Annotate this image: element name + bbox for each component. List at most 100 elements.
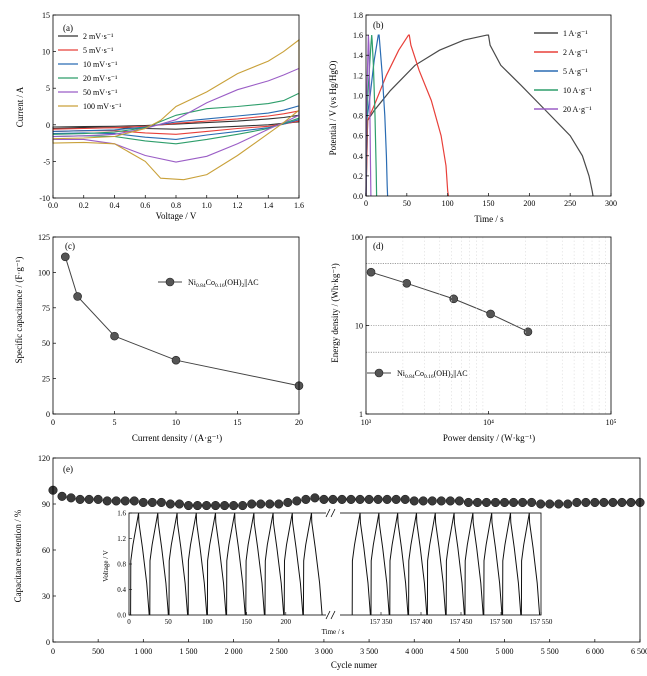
inset-gcd-late-cycles xyxy=(351,512,541,616)
legend-label: 5 A·g⁻¹ xyxy=(563,67,588,76)
capacitance-point xyxy=(73,292,82,301)
panel-c-specific-capacitance: 0 5 10 15 20 0 25 50 75 100 125 (c) Current densit… xyxy=(14,233,304,443)
panel-c-axes: 0 5 10 15 20 0 25 50 75 100 125 xyxy=(38,233,303,427)
x-tick-label: 300 xyxy=(605,199,617,208)
axis-break-gap-top xyxy=(326,510,340,518)
retention-point xyxy=(590,497,600,508)
y-tick-label: 100 xyxy=(38,268,50,277)
retention-point xyxy=(427,496,437,506)
retention-point xyxy=(527,497,537,508)
legend-label: 10 A·g⁻¹ xyxy=(563,86,592,95)
x-tick-label: 100 xyxy=(442,199,454,208)
inset-x-tick-label: 157 350 xyxy=(370,618,393,626)
x-tick-label: 0.6 xyxy=(140,201,150,210)
retention-point xyxy=(337,494,347,504)
capacitance-point xyxy=(61,252,70,262)
retention-point xyxy=(472,497,482,508)
retention-point xyxy=(57,491,67,501)
inset-x-tick-label: 100 xyxy=(202,618,213,626)
y-tick-label: 120 xyxy=(38,454,50,463)
y-tick-label: 0 xyxy=(46,121,50,130)
panel-a-xlabel: Voltage / V xyxy=(156,211,197,221)
retention-point xyxy=(617,497,627,508)
retention-point xyxy=(66,493,76,503)
retention-point xyxy=(409,496,419,506)
inset-xlabel: Time / s xyxy=(322,628,345,636)
y-tick-label: 0 xyxy=(46,410,50,419)
retention-point xyxy=(220,500,230,511)
y-tick-label: 60 xyxy=(42,546,50,555)
retention-point xyxy=(382,494,392,504)
legend-label: 100 mV·s⁻¹ xyxy=(83,102,122,111)
panel-b-series xyxy=(365,34,594,197)
retention-point xyxy=(518,497,528,508)
retention-point xyxy=(238,500,248,511)
axis-break-mark xyxy=(325,610,331,620)
x-tick-label: 1 500 xyxy=(179,647,197,656)
retention-point xyxy=(581,497,591,508)
y-tick-label: -5 xyxy=(43,157,50,166)
panel-c-ylabel: Specific capacitance / (F·g⁻¹) xyxy=(14,257,24,364)
x-tick-label: 1.4 xyxy=(263,201,273,210)
inset-y-tick-label: 0.8 xyxy=(117,561,126,569)
retention-point xyxy=(454,496,464,506)
ragone-point xyxy=(366,267,376,277)
panel-a-cv-curves: 0.0 0.2 0.4 0.6 0.8 1.0 1.2 1.4 1.6 -10 -5 0 5 10 15 (… xyxy=(15,11,304,221)
y-tick-label: 90 xyxy=(42,500,50,509)
x-tick-label: 0.4 xyxy=(110,201,120,210)
y-tick-label: 1 xyxy=(359,410,363,419)
retention-point xyxy=(93,494,103,504)
panel-c-series xyxy=(61,252,304,390)
x-tick-label: 5 xyxy=(113,418,117,427)
x-tick-label: 2 500 xyxy=(270,647,288,656)
retention-point xyxy=(120,496,130,506)
x-tick-label: 10⁴ xyxy=(483,418,494,427)
retention-point xyxy=(183,500,194,511)
y-tick-label: -10 xyxy=(39,194,50,203)
y-tick-label: 1.6 xyxy=(353,31,363,40)
panel-c-xlabel: Current density / (A·g⁻¹) xyxy=(132,433,222,443)
panel-b-axes: 0 50 100 150 200 250 300 0.0 0.2 0.4 0.6 0.8 1.0 1.2 1… xyxy=(353,11,617,208)
x-tick-label: 0 xyxy=(51,647,55,656)
x-tick-label: 0 xyxy=(364,199,368,208)
y-tick-label: 15 xyxy=(42,11,50,20)
ragone-point xyxy=(449,294,459,304)
retention-point xyxy=(111,496,121,506)
x-tick-label: 10⁵ xyxy=(606,418,617,427)
retention-point xyxy=(463,497,473,508)
retention-point xyxy=(319,494,329,504)
retention-point xyxy=(328,494,338,504)
retention-point xyxy=(292,496,302,506)
inset-y-tick-label: 1.2 xyxy=(117,535,126,543)
retention-point xyxy=(174,499,184,509)
gcd-curve-4 xyxy=(365,35,372,197)
panel-e-cycling-stability: 0 500 1 000 1 500 2 000 2 500 3 000 3 500 4 000 4… xyxy=(13,454,647,670)
inset-ylabel: Voltage / V xyxy=(102,550,110,582)
panel-b-label: (b) xyxy=(373,20,384,30)
y-tick-label: 0.4 xyxy=(353,152,363,161)
inset-frame xyxy=(128,512,542,616)
retention-point xyxy=(229,500,239,511)
panel-e-series xyxy=(48,485,645,511)
y-tick-label: 5 xyxy=(46,84,50,93)
retention-point xyxy=(436,496,446,506)
retention-point xyxy=(256,499,266,509)
x-tick-label: 5 000 xyxy=(496,647,514,656)
legend-label: 2 A·g⁻¹ xyxy=(563,48,588,57)
panel-e-axes: 0 500 1 000 1 500 2 000 2 500 3 000 3 500 4 000 4… xyxy=(38,454,647,656)
panel-d-ylabel: Energy density / (Wh·kg⁻¹) xyxy=(330,263,340,363)
retention-point xyxy=(400,494,410,504)
y-tick-label: 0 xyxy=(46,638,50,647)
ragone-point xyxy=(402,278,412,288)
legend-label: 5 mV·s⁻¹ xyxy=(83,46,114,55)
retention-point xyxy=(75,494,85,504)
retention-point xyxy=(310,493,320,503)
axis-break-mark xyxy=(330,508,336,518)
retention-point xyxy=(346,494,356,504)
retention-point xyxy=(509,497,519,508)
panel-d-ragone-plot: 10³ 10⁴ 10⁵ 1 10 100 (d) Power density / (W·k… xyxy=(330,233,617,443)
panel-a-legend: 2 mV·s⁻¹ 5 mV·s⁻¹ 10 mV·s⁻¹ 20 mV·s⁻¹ 50 mV·… xyxy=(58,32,122,111)
retention-point xyxy=(355,494,365,504)
y-tick-label: 0.6 xyxy=(353,132,363,141)
gcd-curve-3 xyxy=(365,35,378,197)
